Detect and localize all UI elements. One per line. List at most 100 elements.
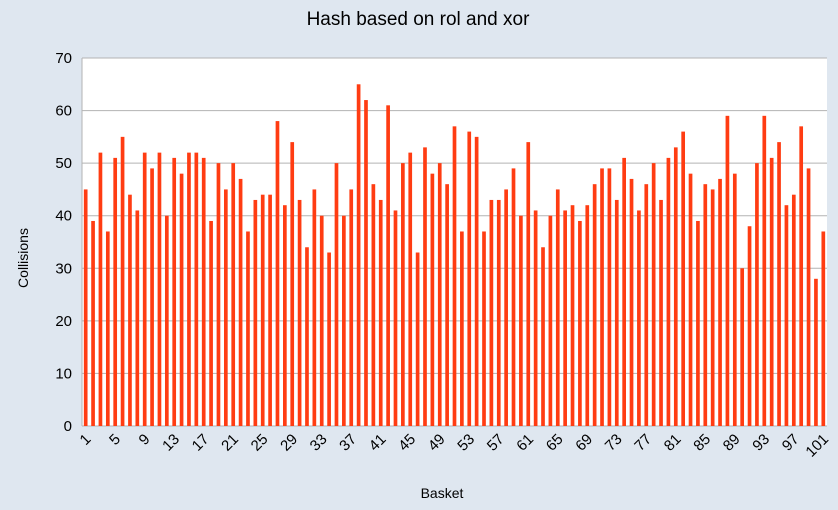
bar	[142, 152, 147, 426]
x-tick-label: 65	[543, 431, 567, 455]
x-tick-label: 81	[661, 431, 685, 455]
bar	[555, 189, 560, 426]
bar	[319, 215, 324, 426]
x-axis-title: Basket	[421, 485, 464, 501]
bar	[371, 184, 376, 426]
bar	[157, 152, 162, 426]
x-tick-label: 93	[749, 431, 773, 455]
y-tick-label: 60	[55, 103, 72, 120]
bar	[673, 147, 678, 426]
bar	[113, 157, 118, 426]
bar	[179, 173, 184, 426]
bar	[378, 199, 383, 426]
chart-title: Hash based on rol and xor	[307, 9, 531, 30]
bar	[172, 157, 177, 426]
bar	[511, 168, 516, 426]
bar	[356, 84, 361, 427]
bar	[401, 163, 405, 426]
bar	[681, 131, 686, 426]
bar	[327, 252, 331, 426]
x-tick-label: 33	[307, 431, 331, 455]
bar	[164, 215, 169, 426]
x-tick-label: 85	[690, 431, 714, 455]
bar	[614, 199, 619, 426]
bar	[519, 215, 523, 426]
bar	[260, 194, 265, 426]
bar	[777, 142, 781, 426]
bar	[688, 173, 693, 426]
bar	[312, 189, 317, 426]
bar	[814, 278, 818, 426]
bar	[548, 215, 553, 426]
x-tick-label: 73	[602, 431, 626, 455]
bar	[710, 189, 715, 426]
y-tick-label: 40	[55, 208, 72, 225]
bar	[460, 231, 464, 426]
bar	[275, 121, 280, 426]
x-tick-label: 29	[277, 431, 301, 455]
bar	[747, 226, 752, 426]
x-tick-label: 9	[136, 431, 154, 449]
bar	[246, 231, 250, 426]
y-tick-label: 50	[55, 155, 72, 172]
x-tick-label: 69	[572, 431, 596, 455]
bar	[238, 178, 243, 426]
y-tick-label: 10	[55, 365, 72, 382]
y-tick-label: 20	[55, 313, 72, 330]
bar	[740, 268, 745, 426]
x-tick-label: 41	[366, 431, 390, 455]
bar	[821, 231, 826, 426]
bar	[98, 152, 103, 426]
x-tick-label: 17	[189, 431, 213, 455]
y-axis-title: Collisions	[15, 228, 31, 288]
x-tick-label: 77	[631, 431, 655, 455]
bar	[128, 194, 132, 426]
bar	[423, 147, 427, 426]
x-tick-label: 13	[159, 431, 183, 455]
bar	[415, 252, 420, 426]
bar	[533, 210, 538, 426]
bar	[445, 184, 449, 426]
bar	[570, 205, 575, 426]
bar	[482, 231, 486, 426]
bar	[452, 126, 457, 426]
bar	[467, 131, 472, 426]
bar	[393, 210, 398, 426]
bar	[253, 199, 258, 426]
plot-area: 0 10 20 30 40 50 60 70 1 5 9 13 17 21 25 29 33 37 41 45 49 53…	[55, 50, 832, 461]
x-tick-label: 45	[395, 431, 419, 455]
bar	[489, 199, 494, 426]
x-tick-label: 25	[248, 431, 272, 455]
bar	[231, 163, 236, 426]
bar	[430, 173, 435, 426]
x-tick-label: 1	[77, 431, 95, 449]
bar	[563, 210, 567, 426]
x-tick-label: 5	[106, 431, 124, 449]
x-tick-label: 37	[336, 431, 360, 455]
bar	[187, 152, 191, 426]
bar	[268, 194, 272, 426]
bar	[592, 184, 597, 426]
bar	[496, 199, 501, 426]
x-tick-label: 57	[484, 431, 508, 455]
bar	[541, 247, 545, 426]
bar	[784, 205, 789, 426]
bar	[386, 105, 390, 427]
bar	[585, 205, 590, 426]
bar	[607, 168, 612, 426]
bar	[600, 168, 604, 426]
bar	[349, 189, 354, 426]
bar	[578, 220, 582, 426]
bar	[194, 152, 199, 426]
y-tick-label: 70	[55, 50, 72, 67]
x-tick-label: 49	[425, 431, 449, 455]
bar	[725, 115, 730, 426]
bar	[120, 136, 125, 426]
bar	[223, 189, 228, 426]
bar	[305, 247, 309, 426]
bar	[666, 157, 671, 426]
bar	[91, 220, 95, 426]
bar	[732, 173, 737, 426]
bar	[135, 210, 140, 426]
